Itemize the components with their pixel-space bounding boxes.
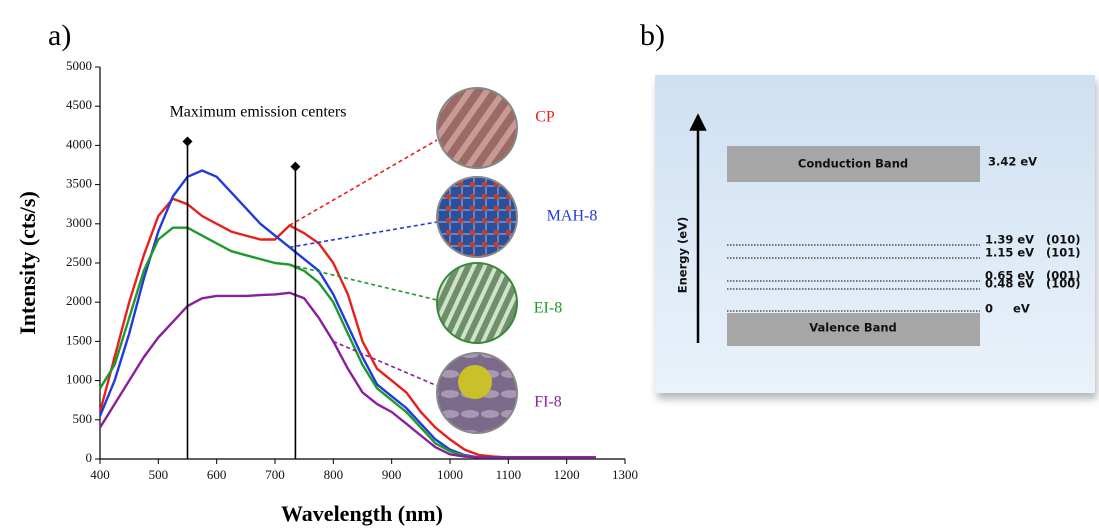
band-label: Conduction Band xyxy=(798,157,908,171)
legend-label: FI-8 xyxy=(534,394,562,411)
sem-image xyxy=(436,262,518,344)
line-chart: Intensity (cts/s) Wavelength (nm) Maximu… xyxy=(15,58,638,526)
conduction-band xyxy=(727,146,980,182)
y-tick-label: 500 xyxy=(73,411,93,426)
series-line xyxy=(98,226,596,459)
emission-marker xyxy=(290,161,301,172)
y-axis-title: Intensity (cts/s) xyxy=(15,191,40,335)
energy-diagram: Energy (eV) Conduction Band 3.42 eV Vale… xyxy=(655,75,1095,393)
connector xyxy=(289,139,438,227)
y-tick-label: 4000 xyxy=(66,136,92,151)
series-line xyxy=(98,169,596,459)
x-tick-label: 1100 xyxy=(496,467,522,482)
level-plane: (101) xyxy=(1046,246,1081,260)
sem-image xyxy=(436,87,518,169)
y-tick-label: 3500 xyxy=(66,176,92,191)
y-tick-label: 5000 xyxy=(66,58,92,73)
legend-label: CP xyxy=(535,109,555,126)
level-energy: 0.48 eV xyxy=(985,277,1034,291)
y-tick-label: 1000 xyxy=(66,372,92,387)
level-energy: 0.65 eV xyxy=(985,269,1034,283)
annotation: Maximum emission centers xyxy=(170,104,347,121)
y-tick-label: 3000 xyxy=(66,215,92,230)
x-tick-label: 400 xyxy=(90,467,110,482)
x-tick-label: 1300 xyxy=(612,467,638,482)
x-tick-label: 1000 xyxy=(437,467,463,482)
x-tick-label: 500 xyxy=(149,467,169,482)
connector xyxy=(289,263,438,301)
legend-label: EI-8 xyxy=(534,300,562,317)
connector xyxy=(289,221,438,249)
x-tick-label: 600 xyxy=(207,467,227,482)
sem-images xyxy=(436,87,518,434)
x-tick-label: 1200 xyxy=(554,467,580,482)
levels: 1.39 eV (010) 1.15 eV (101) 0.65 eV (001) 0.48… xyxy=(727,233,1081,291)
y-tick-label: 0 xyxy=(86,450,93,465)
band-energy: 0 eV xyxy=(985,302,1030,316)
panel-label: a) xyxy=(48,19,71,52)
sem-image xyxy=(458,365,492,399)
x-axis-title: Wavelength (nm) xyxy=(281,501,443,526)
y-tick-label: 2500 xyxy=(66,254,92,269)
level-energy: 1.39 eV xyxy=(985,233,1034,247)
x-tick-label: 900 xyxy=(382,467,402,482)
y-tick-label: 2000 xyxy=(66,293,92,308)
x-tick-label: 700 xyxy=(265,467,285,482)
x-tick-label: 800 xyxy=(324,467,344,482)
connector xyxy=(333,340,441,388)
level-plane: (100) xyxy=(1046,277,1081,291)
y-tick-label: 4500 xyxy=(66,97,92,112)
band-energy: 3.42 eV xyxy=(988,155,1037,169)
band-label: Valence Band xyxy=(809,321,897,335)
valence-band xyxy=(727,313,980,346)
y-tick-label: 1500 xyxy=(66,332,92,347)
series-line xyxy=(98,291,596,459)
legend-label: MAH-8 xyxy=(547,208,598,225)
sem-image xyxy=(436,176,518,258)
energy-axis-label: Energy (eV) xyxy=(676,217,690,293)
panel-label: b) xyxy=(640,19,665,52)
level-plane: (010) xyxy=(1046,233,1081,247)
emission-marker xyxy=(182,136,193,147)
level-energy: 1.15 eV xyxy=(985,246,1034,260)
level-plane: (001) xyxy=(1046,269,1081,283)
